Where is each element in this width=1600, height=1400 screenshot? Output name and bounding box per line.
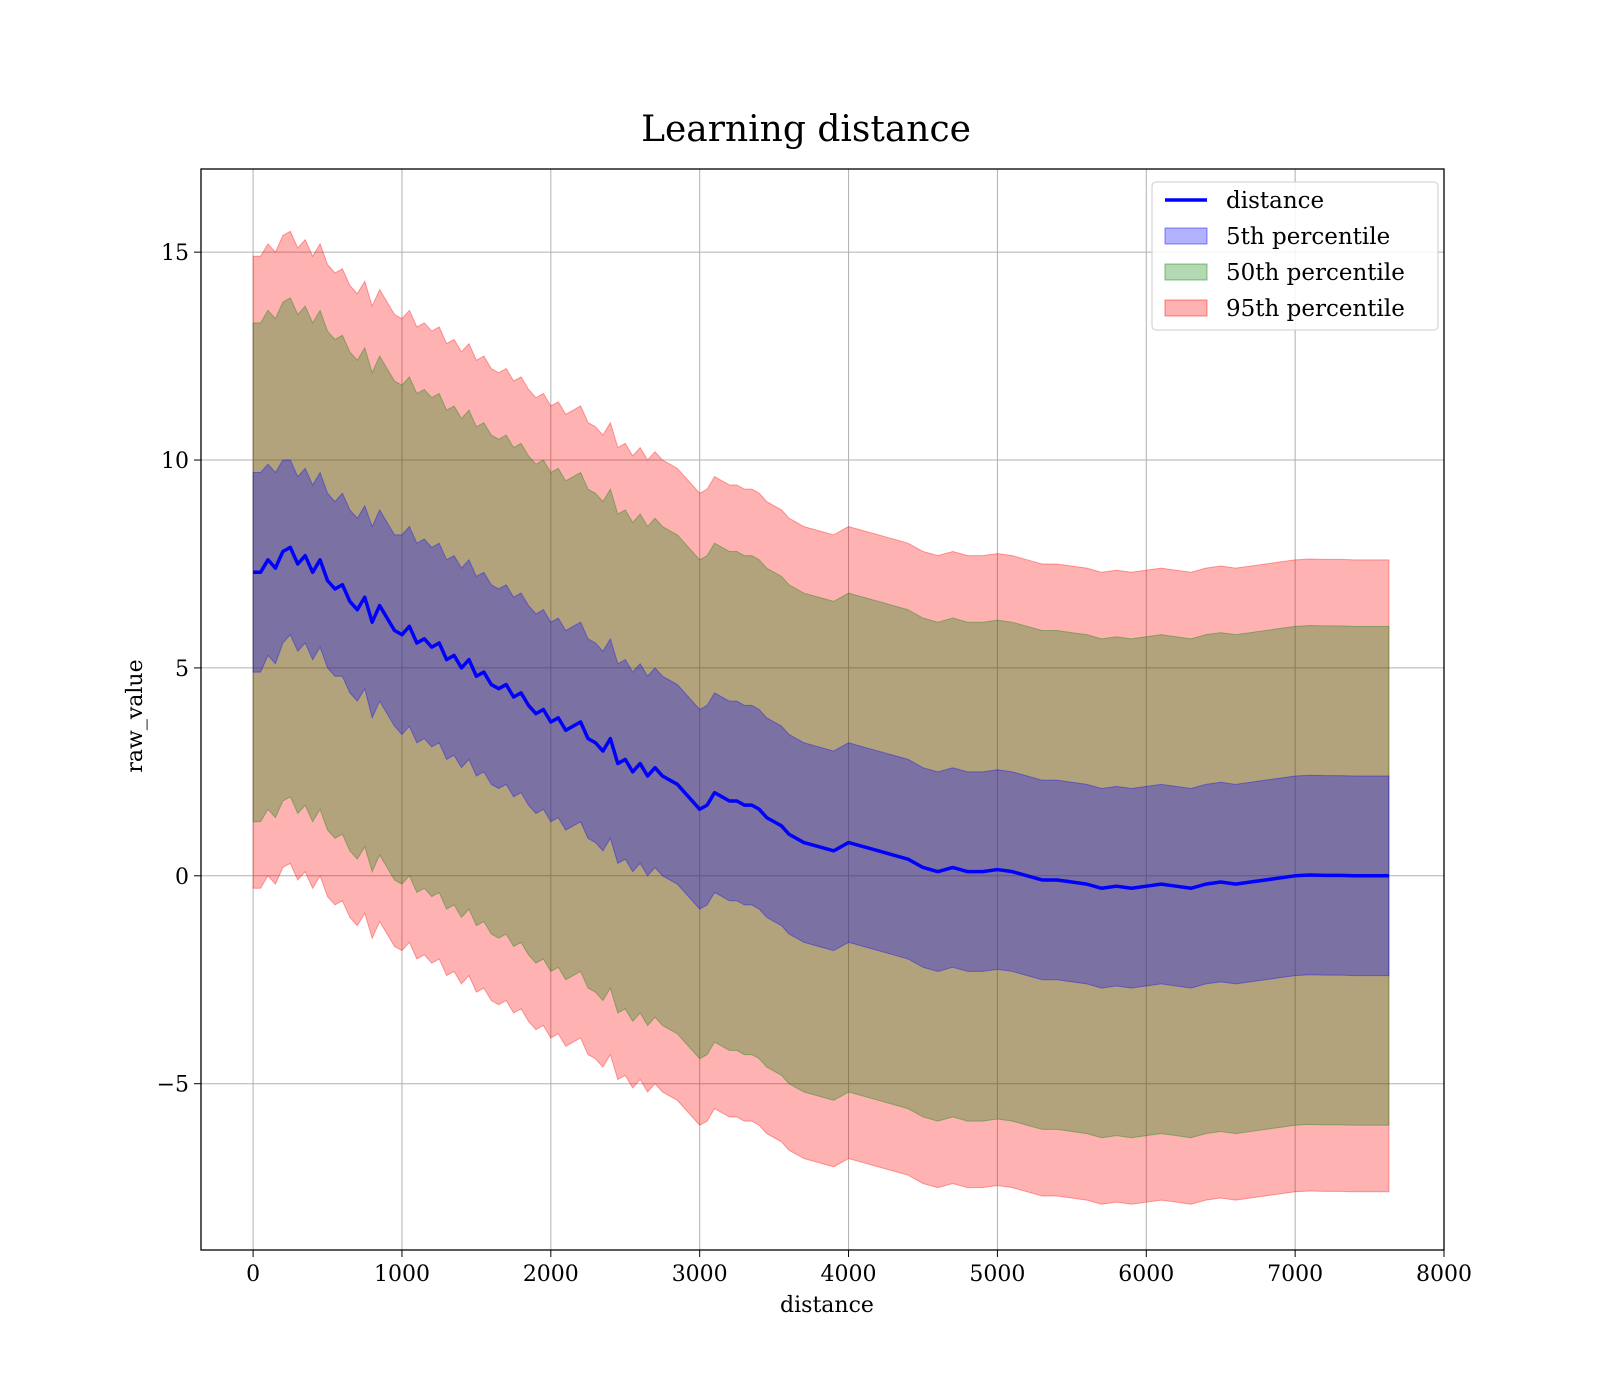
band-50th-percentile	[252, 297, 1390, 1139]
legend-label-distance: distance	[1226, 188, 1324, 214]
legend-label-50th-percentile: 50th percentile	[1226, 260, 1405, 286]
legend-swatch-5th-percentile	[1164, 227, 1208, 245]
x-tick-label-8: 8000	[1416, 1262, 1472, 1287]
y-axis-label: raw_value	[123, 659, 148, 772]
plot-frame	[200, 168, 1445, 1251]
series-line-distance	[253, 545, 1389, 891]
x-tick-label-1: 1000	[374, 1262, 430, 1287]
y-tick-label-0: −5	[157, 1073, 189, 1098]
x-axis-label: distance	[780, 1293, 874, 1318]
chart-title: Learning distance	[641, 109, 971, 150]
legend-frame	[1151, 181, 1439, 331]
y-tick-label-2: 5	[175, 657, 189, 682]
y-tick-label-4: 15	[161, 241, 189, 266]
lines	[253, 545, 1389, 891]
x-tick-label-5: 5000	[969, 1262, 1025, 1287]
legend-label-95th-percentile: 95th percentile	[1226, 296, 1405, 322]
y-axis-ticks: −5 0 5 10 15	[157, 241, 201, 1098]
legend-swatch-95th-percentile	[1164, 299, 1208, 317]
x-tick-label-7: 7000	[1267, 1262, 1323, 1287]
x-axis-ticks: 0 1000 2000 3000 4000 5000 6000 7000 8000	[246, 1250, 1472, 1287]
bands	[252, 230, 1390, 1205]
legend-label-5th-percentile: 5th percentile	[1226, 224, 1390, 250]
legend: distance 5th percentile 50th percentile 95t…	[1151, 181, 1439, 331]
band-5th-percentile	[252, 459, 1390, 989]
band-95th-percentile	[252, 230, 1390, 1205]
y-tick-label-3: 10	[161, 449, 189, 474]
x-tick-label-3: 3000	[672, 1262, 728, 1287]
x-tick-label-4: 4000	[821, 1262, 877, 1287]
x-tick-label-6: 6000	[1118, 1262, 1174, 1287]
legend-swatch-50th-percentile	[1164, 263, 1208, 281]
x-tick-label-2: 2000	[523, 1262, 579, 1287]
x-tick-label-0: 0	[246, 1262, 260, 1287]
y-tick-label-1: 0	[175, 865, 189, 890]
